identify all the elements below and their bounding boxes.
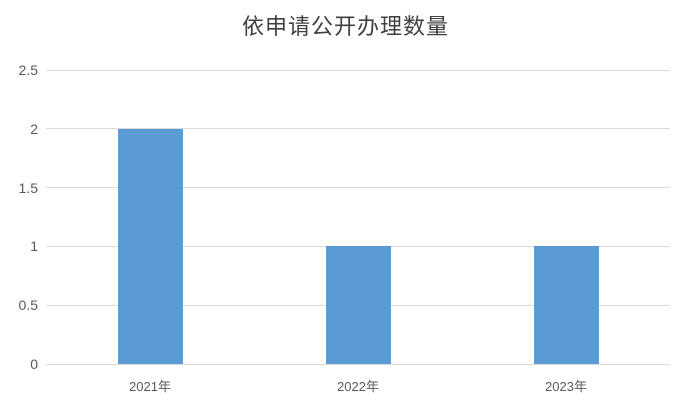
y-axis-tick-label: 2.5 — [18, 62, 38, 78]
y-axis-tick-label: 0 — [30, 356, 38, 372]
y-axis-tick-label: 0.5 — [18, 297, 38, 314]
y-axis-tick-label: 2 — [30, 120, 38, 137]
bar-2021年 — [117, 128, 183, 364]
bar-2023年 — [533, 246, 599, 364]
gridline — [46, 187, 670, 189]
x-axis-tick-label: 2022年 — [337, 379, 379, 394]
gridline — [46, 128, 670, 130]
gridline — [46, 69, 670, 71]
x-axis-tick-label: 2023年 — [545, 379, 587, 394]
chart-title: 依申请公开办理数量 — [241, 14, 449, 39]
y-axis-tick-label: 1 — [30, 238, 38, 255]
x-axis-tick-label: 2021年 — [129, 379, 171, 394]
gridline — [46, 363, 670, 365]
bar-2022年 — [325, 246, 391, 364]
y-axis-tick-label: 1.5 — [18, 179, 38, 196]
